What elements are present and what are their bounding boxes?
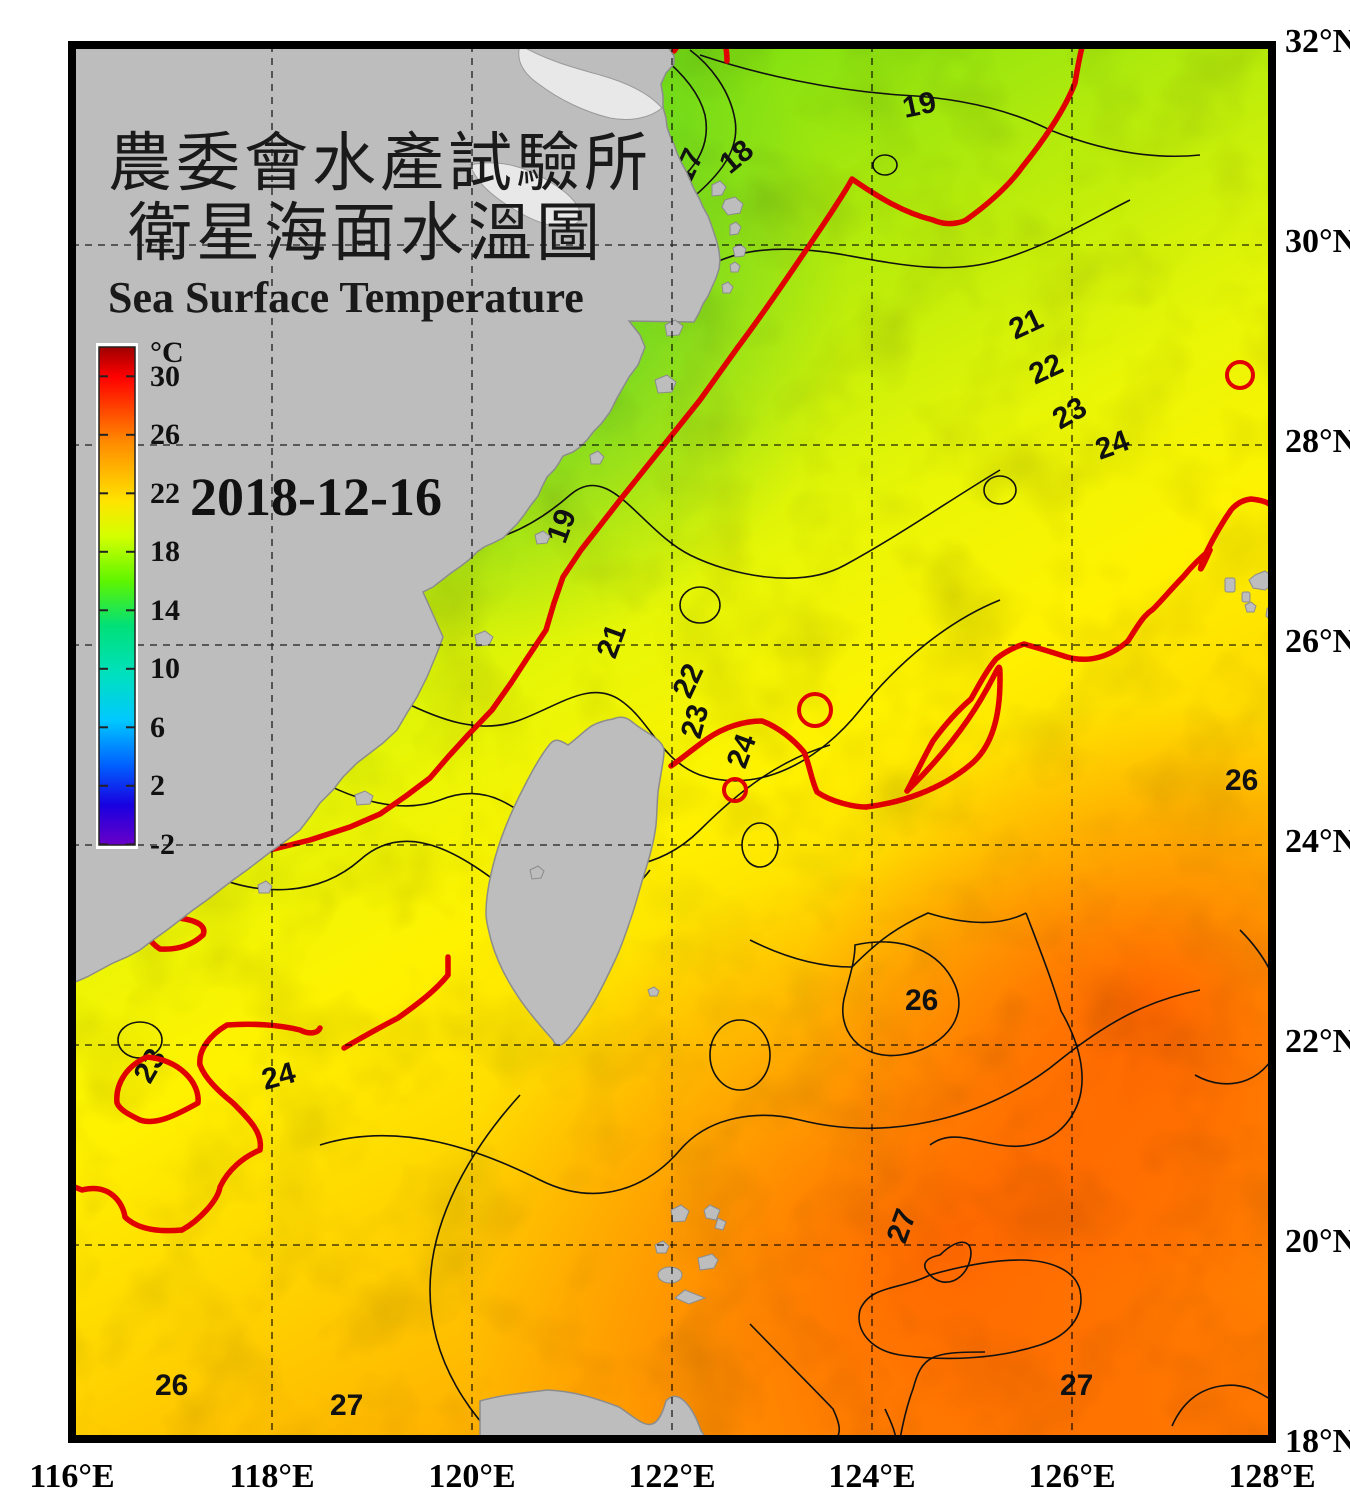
svg-text:116°E: 116°E	[29, 1458, 114, 1495]
svg-text:126°E: 126°E	[1028, 1458, 1115, 1495]
svg-text:120°E: 120°E	[428, 1458, 515, 1495]
svg-text:2018-12-16: 2018-12-16	[190, 467, 442, 527]
svg-text:26: 26	[905, 984, 938, 1017]
svg-text:122°E: 122°E	[628, 1458, 715, 1495]
svg-text:26: 26	[155, 1369, 188, 1402]
svg-text:Sea Surface Temperature: Sea Surface Temperature	[108, 273, 584, 322]
svg-text:衛星海面水溫圖: 衛星海面水溫圖	[128, 198, 604, 269]
svg-text:28°N: 28°N	[1285, 423, 1350, 460]
svg-text:20°N: 20°N	[1285, 1223, 1350, 1260]
svg-text:26°N: 26°N	[1285, 623, 1350, 660]
svg-text:128°E: 128°E	[1228, 1458, 1315, 1495]
svg-text:14: 14	[150, 594, 180, 627]
svg-text:24°N: 24°N	[1285, 823, 1350, 860]
svg-text:19: 19	[900, 86, 940, 125]
svg-text:30°N: 30°N	[1285, 223, 1350, 260]
svg-text:6: 6	[150, 711, 165, 744]
svg-text:2: 2	[150, 769, 165, 802]
svg-text:農委會水產試驗所: 農委會水產試驗所	[108, 128, 652, 199]
svg-text:26: 26	[1225, 764, 1258, 797]
svg-text:-2: -2	[150, 828, 175, 861]
svg-text:22°N: 22°N	[1285, 1023, 1350, 1060]
svg-text:18: 18	[150, 535, 180, 568]
svg-text:30: 30	[150, 360, 180, 393]
svg-text:26: 26	[150, 418, 180, 451]
svg-text:18°N: 18°N	[1285, 1423, 1350, 1460]
svg-text:124°E: 124°E	[828, 1458, 915, 1495]
svg-text:32°N: 32°N	[1285, 23, 1350, 60]
svg-text:27: 27	[330, 1389, 363, 1422]
svg-text:118°E: 118°E	[229, 1458, 314, 1495]
svg-text:22: 22	[150, 477, 180, 510]
svg-text:27: 27	[1060, 1369, 1093, 1402]
svg-text:10: 10	[150, 652, 180, 685]
